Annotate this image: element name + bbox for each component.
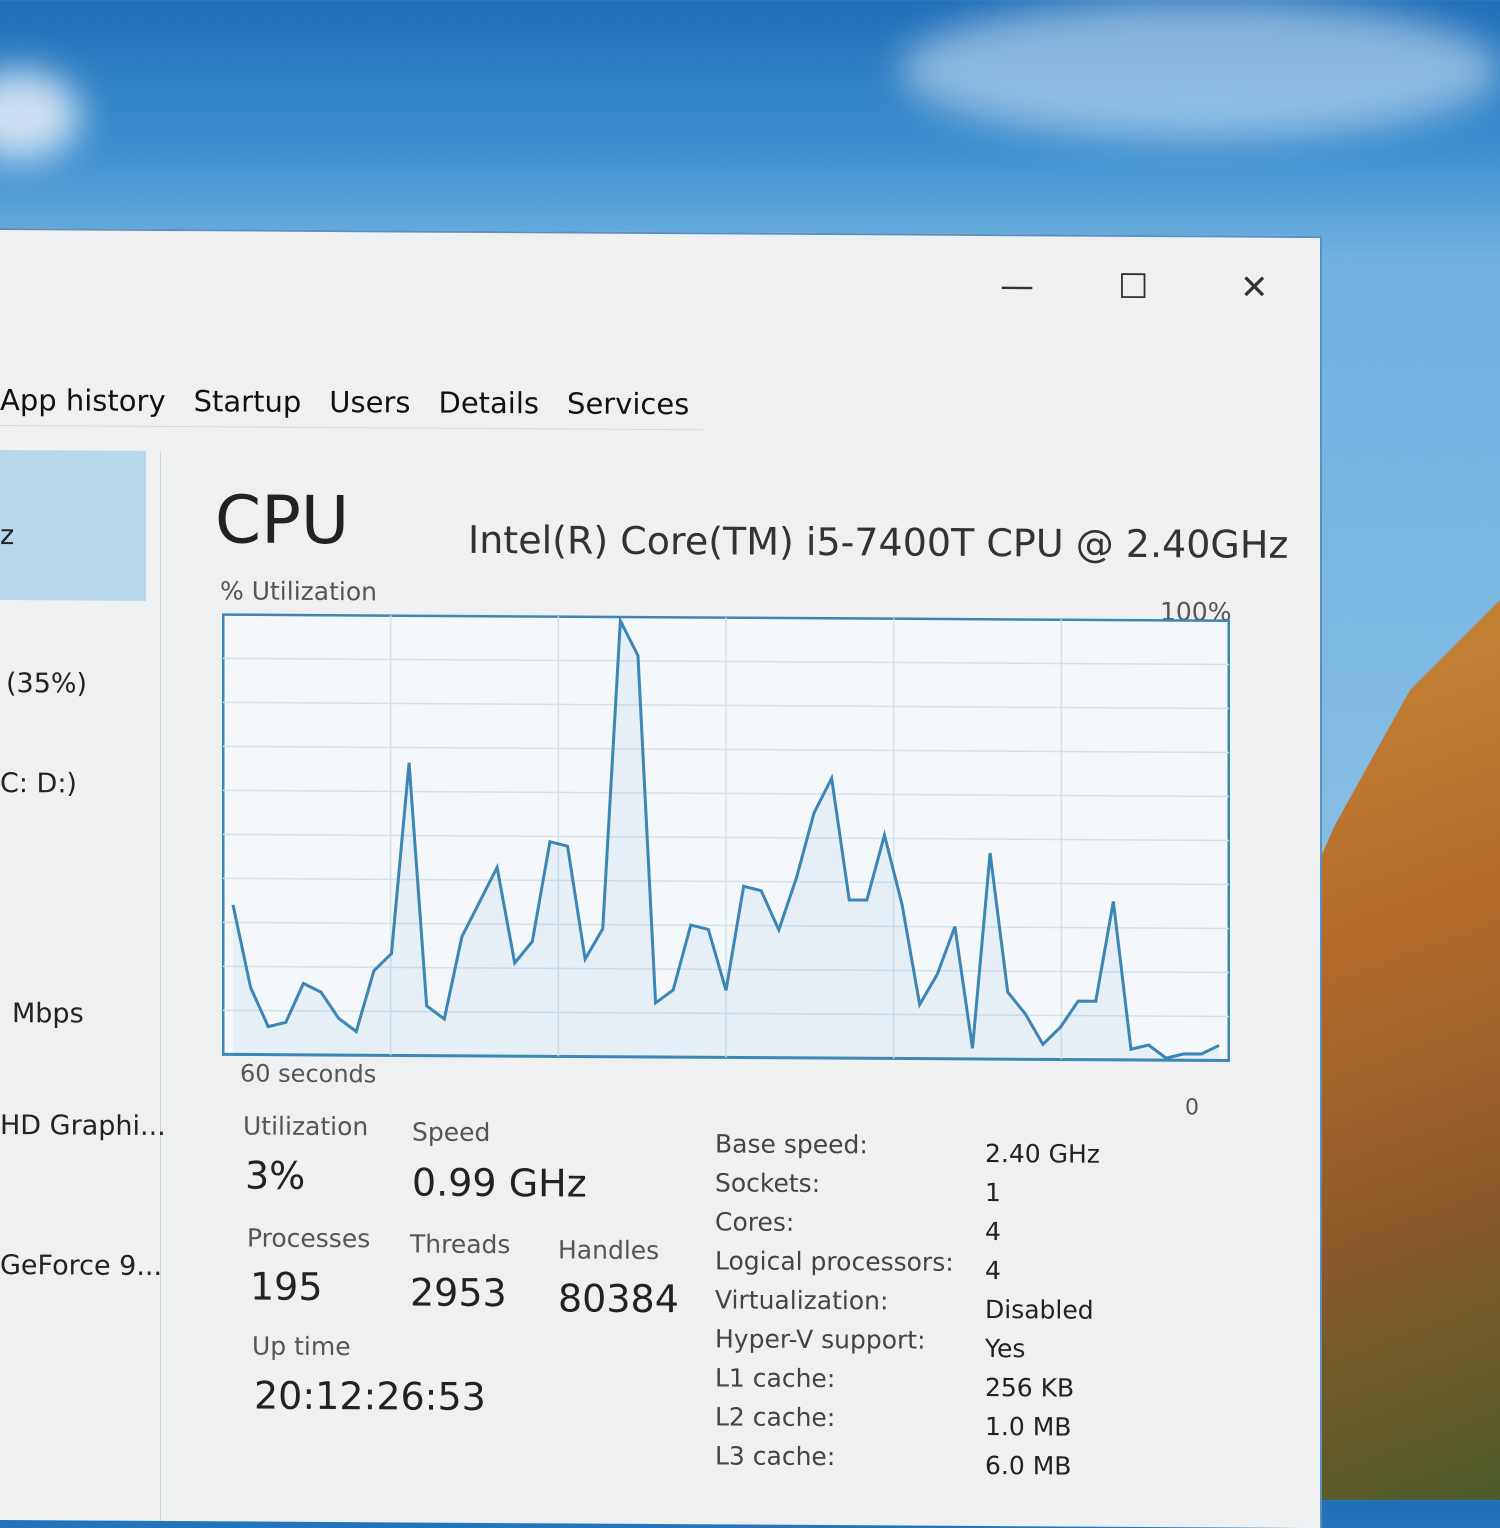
sidebar-item-memory[interactable]: (35%) bbox=[6, 668, 88, 700]
cpu-model: Intel(R) Core(TM) i5-7400T CPU @ 2.40GHz bbox=[468, 517, 1289, 567]
detail-key: Virtualization: bbox=[715, 1285, 889, 1316]
threads-label: Threads bbox=[410, 1229, 511, 1260]
utilization-value: 3% bbox=[245, 1153, 306, 1198]
processes-label: Processes bbox=[247, 1223, 371, 1254]
utilization-label: Utilization bbox=[243, 1111, 369, 1142]
speed-label: Speed bbox=[412, 1117, 491, 1147]
handles-value: 80384 bbox=[558, 1276, 679, 1322]
utilization-axis-label: % Utilization bbox=[220, 576, 377, 607]
tab-details[interactable]: Details bbox=[438, 385, 540, 421]
detail-key: Hyper-V support: bbox=[715, 1324, 926, 1355]
processes-value: 195 bbox=[250, 1264, 323, 1309]
utilization-area bbox=[233, 620, 1219, 1061]
detail-key: Cores: bbox=[715, 1207, 795, 1237]
sidebar-item-cpu[interactable]: z bbox=[0, 450, 146, 601]
detail-value: 4 bbox=[985, 1256, 1001, 1286]
wallpaper-cloud bbox=[900, 0, 1500, 140]
sidebar-item-disk[interactable]: C: D:) bbox=[0, 768, 77, 800]
task-manager-window: — ☐ ✕ App history Startup Users Details … bbox=[0, 228, 1322, 1528]
sidebar-item-gpu-0[interactable]: HD Graphi... bbox=[0, 1110, 166, 1143]
detail-key: Base speed: bbox=[715, 1129, 868, 1160]
threads-value: 2953 bbox=[410, 1270, 507, 1316]
uptime-label: Up time bbox=[252, 1331, 351, 1362]
detail-value: 1.0 MB bbox=[985, 1412, 1072, 1442]
detail-value: Yes bbox=[985, 1334, 1026, 1364]
sidebar-item-network[interactable]: Mbps bbox=[12, 998, 84, 1030]
detail-key: Sockets: bbox=[715, 1168, 821, 1199]
detail-value: 2.40 GHz bbox=[985, 1139, 1100, 1169]
utilization-line bbox=[231, 615, 1220, 1060]
tab-app-history[interactable]: App history bbox=[0, 383, 166, 419]
resource-sidebar: z (35%) C: D:) Mbps HD Graphi... GeForce… bbox=[0, 450, 166, 1521]
time-span-label: 60 seconds bbox=[240, 1059, 377, 1089]
detail-value: 4 bbox=[985, 1217, 1001, 1247]
detail-key: L3 cache: bbox=[715, 1441, 836, 1472]
detail-key: Logical processors: bbox=[715, 1246, 954, 1277]
sidebar-item-gpu-1[interactable]: GeForce 9... bbox=[0, 1250, 163, 1282]
detail-key: L1 cache: bbox=[715, 1363, 836, 1394]
detail-value: Disabled bbox=[985, 1295, 1094, 1325]
speed-value: 0.99 GHz bbox=[412, 1160, 587, 1206]
tab-users[interactable]: Users bbox=[329, 385, 411, 420]
wallpaper-cloud bbox=[0, 70, 80, 160]
minimize-button[interactable]: — bbox=[1000, 266, 1034, 307]
graph-grid bbox=[223, 615, 1229, 1060]
tab-services[interactable]: Services bbox=[567, 386, 690, 422]
cpu-utilization-graph bbox=[222, 613, 1230, 1063]
detail-value: 6.0 MB bbox=[985, 1451, 1072, 1481]
uptime-value: 20:12:26:53 bbox=[254, 1373, 486, 1419]
handles-label: Handles bbox=[558, 1235, 660, 1266]
min-label: 0 bbox=[1185, 1095, 1199, 1121]
cpu-details: Base speed: 2.40 GHz Sockets: 1 Cores: 4 Logic… bbox=[0, 230, 1320, 1480]
detail-value: 1 bbox=[985, 1178, 1001, 1208]
maximize-button[interactable]: ☐ bbox=[1118, 266, 1149, 308]
tab-bar: App history Startup Users Details Servic… bbox=[0, 375, 704, 431]
sidebar-item-label: z bbox=[0, 520, 15, 552]
detail-key: L2 cache: bbox=[715, 1402, 836, 1433]
page-title: CPU bbox=[215, 481, 350, 560]
tab-startup[interactable]: Startup bbox=[193, 384, 302, 419]
close-button[interactable]: ✕ bbox=[1240, 267, 1269, 308]
detail-value: 256 KB bbox=[985, 1373, 1075, 1403]
